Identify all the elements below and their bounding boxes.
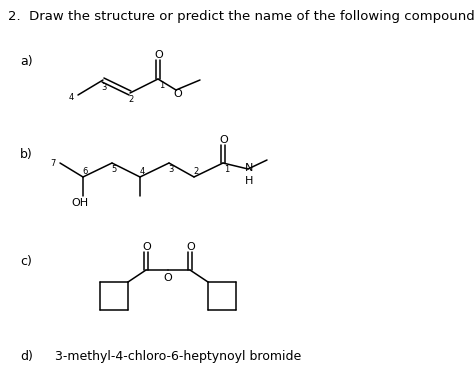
Text: O: O	[164, 273, 173, 283]
Text: H: H	[245, 176, 253, 186]
Text: O: O	[187, 242, 195, 252]
Text: 1: 1	[159, 81, 164, 90]
Text: d): d)	[20, 350, 33, 363]
Text: 3: 3	[101, 83, 107, 91]
Text: 3-methyl-4-chloro-6-heptynoyl bromide: 3-methyl-4-chloro-6-heptynoyl bromide	[55, 350, 301, 363]
Text: 2: 2	[128, 95, 134, 105]
Text: 3: 3	[168, 166, 173, 174]
Text: 7: 7	[50, 159, 55, 168]
Text: 4: 4	[139, 166, 145, 176]
Text: c): c)	[20, 255, 32, 268]
Text: N: N	[245, 163, 253, 173]
Text: 4: 4	[68, 93, 73, 103]
Text: 5: 5	[111, 166, 117, 174]
Text: 2.  Draw the structure or predict the name of the following compounds:: 2. Draw the structure or predict the nam…	[8, 10, 474, 23]
Text: a): a)	[20, 55, 33, 68]
Text: O: O	[143, 242, 151, 252]
Text: O: O	[219, 135, 228, 145]
Text: 2: 2	[193, 166, 199, 176]
Text: O: O	[155, 50, 164, 60]
Text: O: O	[173, 89, 182, 99]
Text: b): b)	[20, 148, 33, 161]
Text: 1: 1	[224, 164, 229, 173]
Text: 6: 6	[82, 166, 88, 176]
Text: OH: OH	[72, 198, 89, 208]
